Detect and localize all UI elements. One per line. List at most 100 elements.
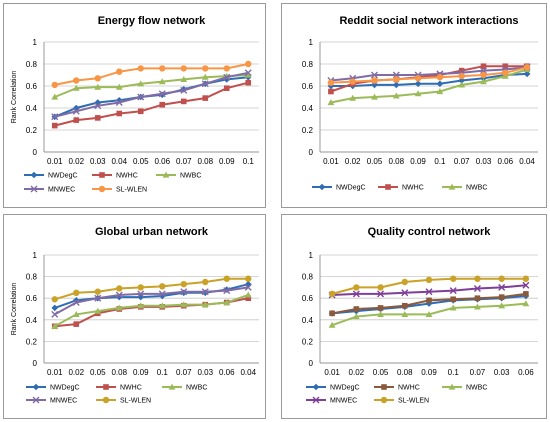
- data-point: [449, 287, 457, 295]
- y-tick-label: 0.6: [26, 82, 38, 91]
- data-point: [450, 296, 457, 303]
- x-tick-label: 0.01: [47, 157, 63, 166]
- y-tick-label: 0: [309, 148, 314, 157]
- data-point: [436, 80, 444, 88]
- y-tick-label: 0.8: [26, 60, 38, 69]
- y-tick-label: 0.8: [302, 273, 314, 282]
- data-point: [73, 77, 80, 84]
- series-sl-wlen: [328, 275, 530, 298]
- data-point: [180, 288, 188, 296]
- legend-label: NWHC: [120, 385, 142, 392]
- y-tick-label: 0: [33, 359, 38, 368]
- x-tick-label: 0.04: [519, 157, 535, 166]
- y-tick-label: 1: [33, 251, 38, 260]
- y-tick-label: 1: [309, 38, 314, 47]
- series-mnwec: [51, 283, 252, 318]
- data-point: [180, 65, 187, 72]
- data-point: [51, 81, 58, 89]
- data-point: [498, 302, 506, 309]
- legend-label: MNWEC: [330, 398, 357, 405]
- legend-marker: [98, 185, 106, 193]
- legend-item: MNWEC: [26, 396, 77, 405]
- legend-label: NWDegC: [50, 385, 80, 392]
- data-point: [159, 65, 166, 72]
- data-point: [458, 77, 465, 84]
- legend-item: NWBC: [442, 183, 487, 192]
- y-tick-label: 0.8: [302, 60, 314, 69]
- data-point: [94, 83, 102, 90]
- legend-item: SL-WLEN: [374, 396, 429, 405]
- series-nwbc: [51, 291, 252, 329]
- x-tick-label: 0.05: [90, 368, 106, 377]
- legend-item: NWBC: [162, 383, 207, 392]
- x-tick-label: 0.07: [454, 157, 470, 166]
- chart-title: Energy flow network: [98, 15, 206, 27]
- data-point: [223, 65, 230, 72]
- data-point: [474, 295, 481, 301]
- data-point: [201, 289, 209, 297]
- y-tick-label: 0.6: [302, 294, 314, 303]
- x-tick-label: 0.03: [476, 157, 492, 166]
- series-line: [330, 72, 528, 87]
- legend-marker: [99, 172, 105, 178]
- data-point: [223, 287, 231, 295]
- data-point: [401, 278, 408, 286]
- data-point: [414, 75, 422, 82]
- legend-label: NWBC: [186, 385, 207, 392]
- data-point: [473, 284, 481, 292]
- data-point: [244, 71, 252, 78]
- x-tick-label: 0.05: [367, 157, 383, 166]
- x-tick-label: 0.02: [349, 368, 365, 377]
- x-tick-label: 0.1: [448, 368, 460, 377]
- data-point: [349, 78, 356, 85]
- legend-marker: [318, 183, 326, 191]
- legend-item: SL-WLEN: [92, 185, 147, 194]
- legend-item: NWHC: [378, 184, 424, 192]
- legend-label: NWBC: [180, 173, 201, 180]
- x-tick-label: 0.03: [90, 157, 106, 166]
- x-tick-label: 0.07: [176, 368, 192, 377]
- data-point: [180, 86, 188, 94]
- chart-panel-reddit: Reddit social network interactions 0 0.2 0.…: [281, 3, 547, 208]
- series-line: [330, 68, 528, 104]
- data-point: [523, 64, 531, 71]
- data-point: [327, 79, 335, 86]
- chart-title: Global urban network: [95, 226, 209, 238]
- data-point: [328, 321, 336, 328]
- series-nwhc: [329, 291, 529, 317]
- data-point: [51, 122, 58, 129]
- y-tick-label: 0.4: [26, 104, 38, 113]
- chart-panel-global-urban: Global urban network 0 0.2 0.4 0.6 0.8 1 Rank C…: [3, 214, 266, 419]
- legend-marker: [32, 383, 40, 391]
- series-line: [54, 277, 249, 301]
- data-point: [498, 294, 505, 300]
- data-point: [180, 301, 188, 308]
- legend-marker: [448, 383, 456, 390]
- series-sl-wlen: [51, 275, 252, 303]
- series-line: [330, 65, 528, 93]
- x-tick-label: 0.07: [176, 157, 192, 166]
- data-point: [425, 288, 433, 296]
- x-tick-label: 0.02: [68, 157, 84, 166]
- data-point: [180, 76, 188, 82]
- data-point: [158, 78, 166, 85]
- x-tick-label: 0.04: [240, 368, 256, 377]
- data-point: [159, 283, 166, 290]
- data-point: [180, 280, 187, 288]
- data-point: [73, 321, 80, 327]
- data-point: [137, 284, 144, 291]
- data-point: [72, 84, 80, 91]
- legend-marker: [30, 185, 38, 193]
- chart-svg: Reddit social network interactions 0 0.2 0.…: [302, 15, 538, 192]
- data-point: [201, 301, 209, 308]
- x-tick-label: 0.1: [243, 157, 255, 166]
- legend-item: NWDegC: [26, 383, 80, 392]
- data-point: [458, 72, 465, 80]
- legend-item: MNWEC: [306, 396, 357, 405]
- y-tick-label: 0.2: [302, 337, 314, 346]
- x-tick-label: 0.06: [154, 157, 170, 166]
- data-point: [115, 83, 123, 90]
- legend-marker: [380, 396, 388, 404]
- y-tick-label: 0.6: [26, 294, 38, 303]
- series-line: [330, 66, 528, 84]
